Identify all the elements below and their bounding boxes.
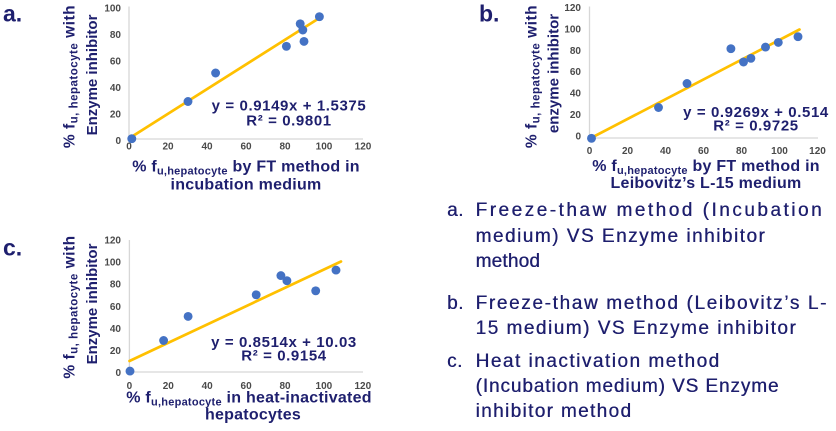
svg-text:Leibovitz’s L-15 medium: Leibovitz’s L-15 medium (611, 175, 802, 192)
svg-text:40: 40 (202, 381, 214, 392)
svg-text:b.: b. (479, 1, 499, 27)
svg-text:120: 120 (355, 141, 372, 152)
svg-text:y = 0.9149x + 1.5375: y = 0.9149x + 1.5375 (212, 98, 367, 115)
svg-text:80: 80 (279, 141, 291, 152)
svg-text:20: 20 (162, 141, 174, 152)
svg-text:0: 0 (115, 368, 121, 379)
svg-text:60: 60 (570, 67, 582, 78)
svg-text:0: 0 (575, 131, 581, 142)
svg-text:20: 20 (163, 381, 175, 392)
svg-text:60: 60 (110, 57, 122, 68)
svg-text:20: 20 (570, 110, 582, 121)
svg-text:100: 100 (104, 258, 121, 269)
svg-text:0: 0 (126, 141, 132, 152)
svg-text:80: 80 (110, 280, 122, 291)
svg-text:Enzyme inhibitor: Enzyme inhibitor (84, 243, 101, 364)
svg-text:40: 40 (201, 141, 213, 152)
svg-text:20: 20 (622, 146, 634, 157)
svg-text:100: 100 (316, 381, 333, 392)
svg-text:R² = 0.9725: R² = 0.9725 (713, 118, 798, 135)
svg-text:% fu, hepatocyte with: % fu, hepatocyte with (62, 235, 81, 378)
svg-text:60: 60 (110, 302, 122, 313)
svg-text:100: 100 (564, 24, 581, 35)
svg-text:80: 80 (110, 30, 122, 41)
svg-text:120: 120 (564, 3, 581, 14)
svg-text:40: 40 (570, 89, 582, 100)
svg-text:R² = 0.9154: R² = 0.9154 (241, 348, 326, 365)
svg-text:% fu,hepatocyte by FT method i: % fu,hepatocyte by FT method in (132, 158, 360, 177)
svg-text:incubation medium: incubation medium (171, 176, 322, 193)
svg-text:100: 100 (771, 146, 788, 157)
svg-text:100: 100 (104, 4, 121, 15)
svg-text:y = 0.9269x + 0.514: y = 0.9269x + 0.514 (683, 104, 829, 121)
svg-text:40: 40 (110, 324, 122, 335)
svg-text:40: 40 (660, 146, 672, 157)
svg-text:120: 120 (354, 381, 371, 392)
svg-text:% fu, hepatocyte with: % fu, hepatocyte with (62, 5, 81, 148)
svg-text:40: 40 (110, 83, 122, 94)
svg-text:y = 0.8514x + 10.03: y = 0.8514x + 10.03 (211, 334, 357, 351)
svg-text:0: 0 (115, 136, 121, 147)
svg-text:80: 80 (279, 381, 291, 392)
svg-text:R² = 0.9801: R² = 0.9801 (246, 112, 331, 129)
svg-text:120: 120 (809, 146, 826, 157)
svg-text:Enzyme inhibitor: Enzyme inhibitor (84, 14, 101, 135)
svg-text:hepatocytes: hepatocytes (205, 407, 301, 424)
svg-text:80: 80 (736, 146, 748, 157)
svg-text:0: 0 (587, 146, 593, 157)
svg-text:100: 100 (316, 141, 333, 152)
svg-text:60: 60 (240, 141, 252, 152)
svg-text:0: 0 (127, 381, 133, 392)
svg-text:c.: c. (3, 235, 22, 261)
svg-text:120: 120 (104, 236, 121, 247)
svg-text:20: 20 (110, 110, 122, 121)
svg-text:60: 60 (241, 381, 253, 392)
svg-text:a.: a. (3, 1, 22, 27)
svg-text:80: 80 (570, 46, 582, 57)
svg-text:60: 60 (698, 146, 710, 157)
svg-text:enzyme inhibitor: enzyme inhibitor (546, 14, 563, 133)
svg-text:20: 20 (110, 346, 122, 357)
svg-text:% fu,hepatocyte by FT method i: % fu,hepatocyte by FT method in (592, 158, 820, 177)
svg-text:% fu,hepatocyte in heat-inacti: % fu,hepatocyte in heat-inactivated (126, 389, 372, 408)
svg-text:% fu, hepatocyte with: % fu, hepatocyte with (524, 5, 543, 148)
